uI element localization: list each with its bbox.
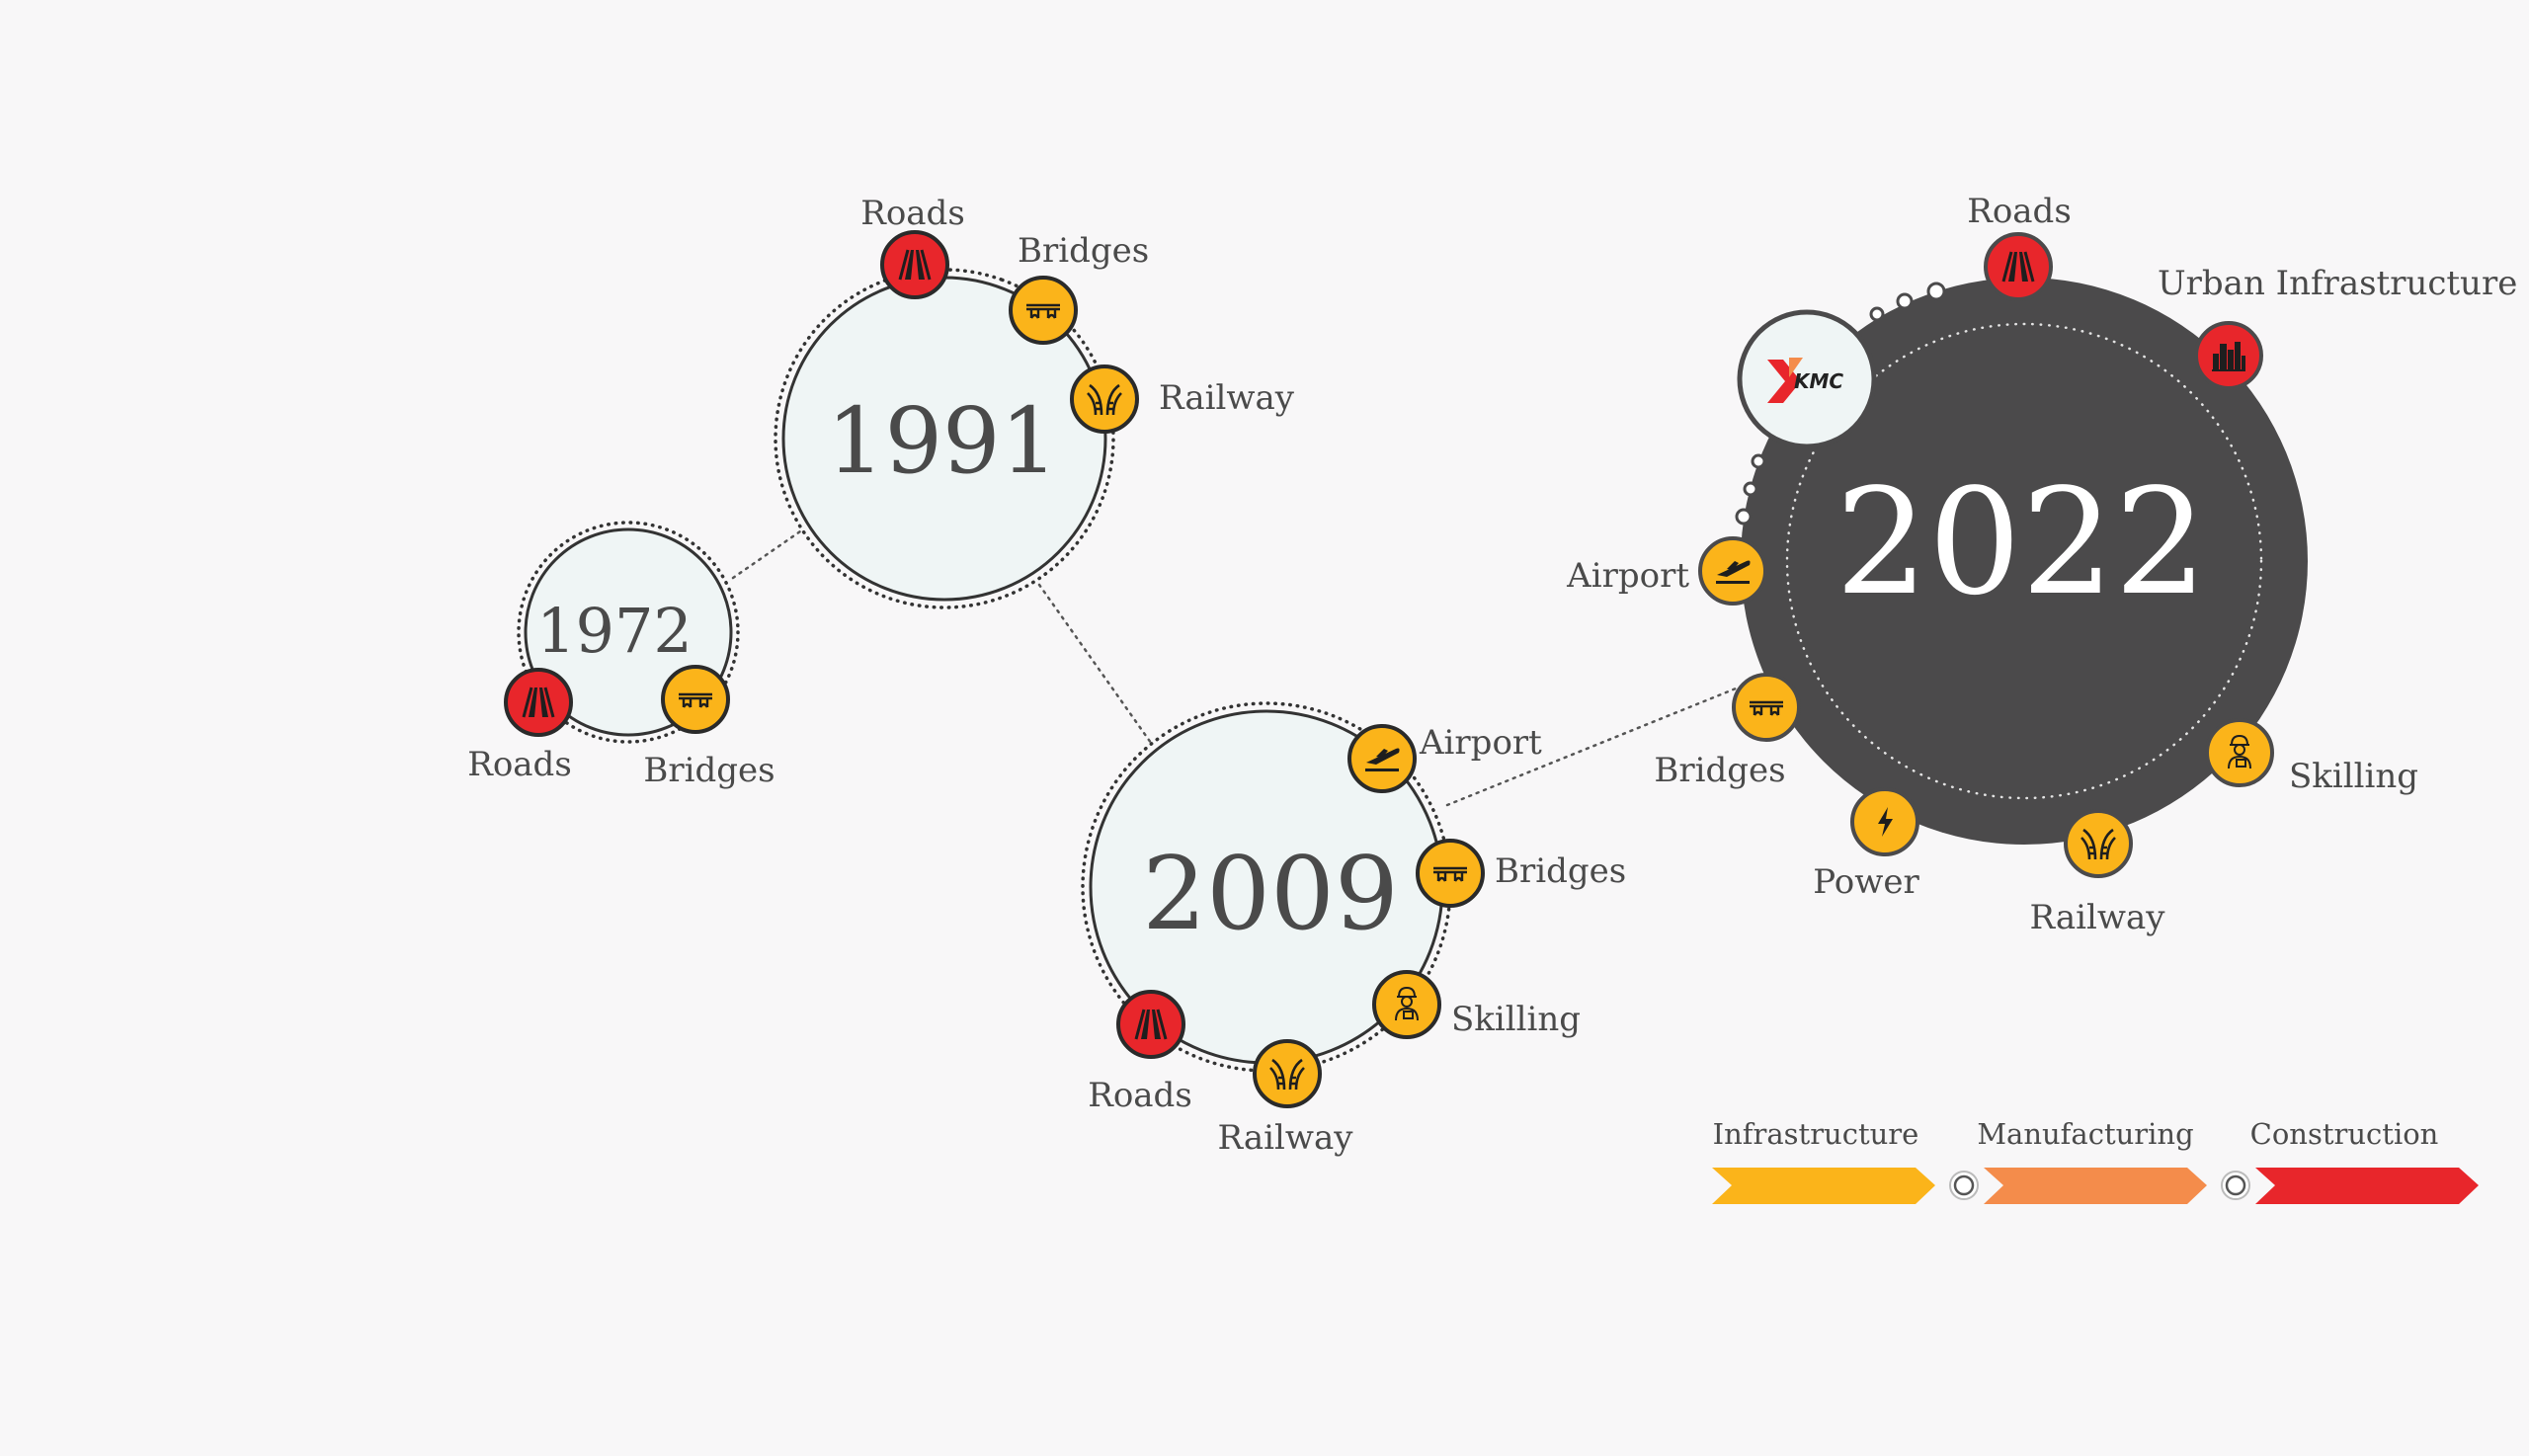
sector-bridges[interactable] [1009,276,1078,345]
sector-bridges[interactable] [661,665,730,734]
bubble-2022-inner-ring [1785,322,2263,800]
sector-skilling[interactable] [1372,970,1441,1039]
sector-label: Railway [1159,378,1295,418]
legend-separator [2221,1171,2250,1200]
sector-label: Bridges [1495,851,1626,891]
milestone-1972: 1972 Roads Bridges [467,521,775,790]
sector-urban-infrastructure[interactable] [2194,321,2263,390]
sector-label: Railway [1218,1118,1354,1158]
milestone-2022: 2022 KMC Roads Urban Infrastructure Airp… [1566,192,2517,937]
sector-roads[interactable] [880,230,949,299]
sector-label: Skilling [2289,757,2418,796]
sector-railway[interactable] [1070,364,1139,434]
sector-label: Skilling [1451,1000,1581,1039]
logo-mark [1767,360,1801,403]
legend-label-construction: Construction [2250,1117,2439,1151]
sector-railway[interactable] [1253,1039,1322,1108]
milestone-2009: 2009 Airport Bridges Skilling Railway Ro… [1081,701,1626,1158]
sector-roads[interactable] [1984,232,2053,301]
sector-label: Roads [467,745,572,784]
connector-2009-2022 [1445,685,1743,807]
sector-label: Roads [1088,1076,1192,1115]
milestone-1991: 1991 Roads Bridges Railway [774,194,1295,609]
year-label: 2009 [1142,836,1399,953]
year-label: 1972 [536,595,693,667]
sector-label: Bridges [1654,751,1785,790]
bubble-2022 [1741,278,2308,845]
sector-bridges[interactable] [1732,673,1801,742]
sector-airport[interactable] [1347,724,1417,793]
sector-label: Airport [1419,723,1542,763]
sector-airport[interactable] [1698,536,1767,606]
bead-arc [1735,282,1946,526]
year-label: 2022 [1836,457,2208,627]
legend: Infrastructure Manufacturing Constructio… [1712,1117,2479,1204]
sector-label: Railway [2030,898,2166,937]
connector-lines [731,529,1743,807]
sector-label: Power [1813,862,1919,902]
legend-separator [1949,1171,1979,1200]
sector-skilling[interactable] [2205,718,2274,787]
sector-label: Urban Infrastructure [2158,264,2517,303]
connector-1972-1991 [731,529,802,580]
legend-arrow-infrastructure [1712,1168,1935,1204]
legend-label-infrastructure: Infrastructure [1713,1117,1919,1151]
sector-railway[interactable] [2064,809,2133,878]
sector-roads[interactable] [1116,990,1185,1059]
legend-label-manufacturing: Manufacturing [1977,1117,2193,1151]
sector-label: Airport [1566,556,1689,596]
bubble-1972-ring [517,521,740,744]
sector-power[interactable] [1850,787,1919,856]
connector-1991-2009 [1037,583,1153,745]
sector-roads[interactable] [504,668,573,737]
sector-label: Bridges [643,751,775,790]
bubble-1991-ring [774,268,1115,609]
sector-label: Bridges [1018,231,1149,271]
year-label: 1991 [827,388,1058,494]
logo-text: KMC [1794,369,1843,393]
company-logo: KMC [1737,309,1877,449]
legend-arrow-manufacturing [1984,1168,2207,1204]
sector-bridges[interactable] [1416,839,1485,908]
sector-label: Roads [1967,192,2072,231]
legend-arrow-construction [2255,1168,2479,1204]
sector-label: Roads [860,194,965,233]
